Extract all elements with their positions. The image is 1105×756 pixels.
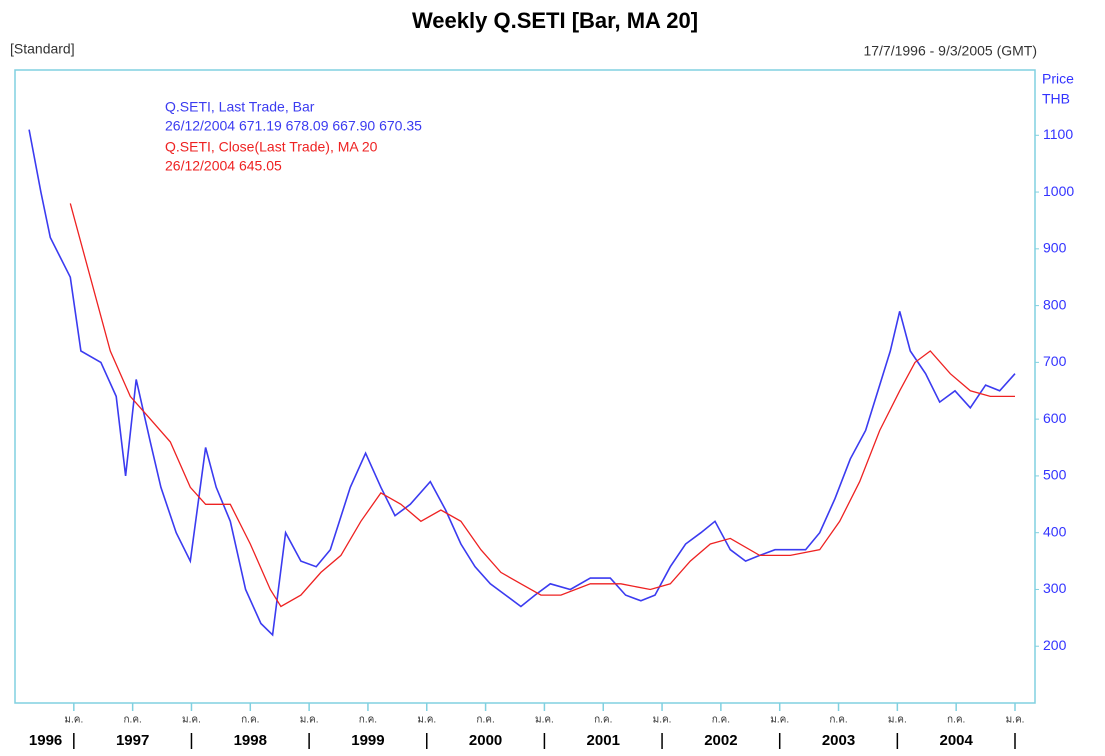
y-axis-label: THB — [1042, 91, 1070, 107]
x-tick-label: ก.ค. — [947, 715, 965, 726]
subtitle-left: [Standard] — [10, 41, 75, 57]
year-label: 2003 — [822, 732, 855, 749]
x-tick-label: ก.ค. — [712, 715, 730, 726]
y-tick-label: 1000 — [1043, 183, 1074, 199]
y-tick-label: 600 — [1043, 410, 1067, 426]
x-tick-label: ม.ค. — [535, 715, 554, 726]
year-label: 2002 — [704, 732, 737, 749]
x-tick-label: ม.ค. — [417, 715, 436, 726]
x-tick-label: ก.ค. — [241, 715, 259, 726]
x-tick-label: ม.ค. — [653, 715, 672, 726]
year-label: 1998 — [234, 732, 267, 749]
y-tick-label: 700 — [1043, 353, 1067, 369]
y-tick-label: 900 — [1043, 240, 1067, 256]
x-tick-label: ก.ค. — [476, 715, 494, 726]
y-tick-label: 300 — [1043, 580, 1067, 596]
x-tick-label: ม.ค. — [64, 715, 83, 726]
year-label: 2000 — [469, 732, 502, 749]
year-label: 2004 — [939, 732, 973, 749]
y-tick-label: 200 — [1043, 637, 1067, 653]
series-line — [29, 130, 1015, 635]
y-tick-label: 400 — [1043, 523, 1067, 539]
year-label: 1996 — [29, 732, 62, 749]
y-axis-label: Price — [1042, 71, 1074, 87]
legend-value: 26/12/2004 645.05 — [165, 158, 282, 174]
x-tick-label: ม.ค. — [182, 715, 201, 726]
subtitle-right: 17/7/1996 - 9/3/2005 (GMT) — [863, 43, 1037, 59]
x-tick-label: ม.ค. — [1006, 715, 1025, 726]
chart: Weekly Q.SETI [Bar, MA 20] [Standard] 17… — [0, 0, 1105, 751]
legend-value: 26/12/2004 671.19 678.09 667.90 670.35 — [165, 118, 422, 134]
chart-title: Weekly Q.SETI [Bar, MA 20] — [412, 8, 698, 33]
y-tick-label: 1100 — [1043, 126, 1073, 142]
x-tick-label: ม.ค. — [300, 715, 319, 726]
x-tick-label: ม.ค. — [770, 715, 789, 726]
x-tick-label: ก.ค. — [359, 715, 377, 726]
year-label: 2001 — [587, 732, 620, 749]
x-tick-label: ม.ค. — [888, 715, 907, 726]
x-tick-label: ก.ค. — [123, 715, 141, 726]
x-tick-label: ก.ค. — [829, 715, 847, 726]
year-label: 1999 — [351, 732, 384, 749]
x-tick-label: ก.ค. — [594, 715, 612, 726]
y-tick-label: 500 — [1043, 467, 1067, 483]
legend-entry: Q.SETI, Close(Last Trade), MA 20 — [165, 139, 378, 155]
legend-entry: Q.SETI, Last Trade, Bar — [165, 99, 315, 115]
page: Weekly Q.SETI [Bar, MA 20] [Standard] 17… — [0, 0, 1105, 756]
y-tick-label: 800 — [1043, 296, 1067, 312]
year-label: 1997 — [116, 732, 149, 749]
